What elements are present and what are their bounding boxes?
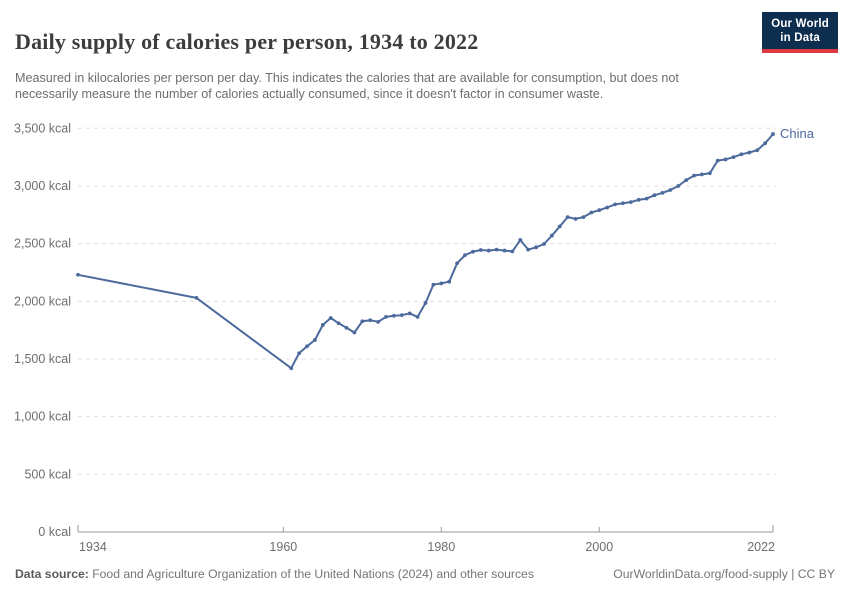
data-point[interactable] bbox=[534, 245, 538, 250]
data-point[interactable] bbox=[644, 196, 649, 201]
data-point[interactable] bbox=[581, 215, 586, 220]
data-point[interactable] bbox=[526, 247, 531, 252]
data-point[interactable] bbox=[518, 238, 523, 242]
y-axis-tick-label: 0 kcal bbox=[38, 525, 71, 539]
series-label-china[interactable]: China bbox=[780, 126, 815, 141]
x-axis-tick-label: 2022 bbox=[747, 540, 775, 554]
data-point[interactable] bbox=[660, 190, 665, 195]
data-point[interactable] bbox=[305, 344, 309, 349]
data-point[interactable] bbox=[289, 366, 294, 371]
data-point[interactable] bbox=[352, 330, 357, 335]
owid-logo[interactable]: Our World in Data bbox=[762, 12, 838, 53]
data-point[interactable] bbox=[668, 188, 673, 192]
data-point[interactable] bbox=[636, 197, 641, 202]
owid-logo-line1: Our World bbox=[771, 18, 829, 30]
data-point[interactable] bbox=[755, 148, 760, 153]
data-source-label: Data source: bbox=[15, 567, 89, 581]
data-point[interactable] bbox=[502, 248, 507, 253]
data-point[interactable] bbox=[692, 173, 696, 178]
data-point[interactable] bbox=[392, 313, 396, 318]
y-axis-tick-label: 2,500 kcal bbox=[14, 237, 71, 251]
data-point[interactable] bbox=[376, 319, 381, 324]
data-source-text: Food and Agriculture Organization of the… bbox=[88, 567, 534, 581]
data-point[interactable] bbox=[328, 316, 333, 320]
data-point[interactable] bbox=[739, 152, 744, 157]
data-point[interactable] bbox=[494, 247, 499, 252]
x-axis-tick-label: 1934 bbox=[79, 540, 107, 554]
data-point[interactable] bbox=[723, 157, 728, 162]
owid-url-license-link[interactable]: OurWorldinData.org/food-supply | CC BY bbox=[613, 567, 835, 581]
data-point[interactable] bbox=[542, 242, 546, 246]
data-point[interactable] bbox=[76, 272, 80, 277]
chart-subtitle: Measured in kilocalories per person per … bbox=[15, 70, 679, 102]
data-point[interactable] bbox=[715, 158, 720, 163]
data-point[interactable] bbox=[652, 193, 657, 198]
data-point[interactable] bbox=[565, 215, 570, 220]
data-point[interactable] bbox=[368, 318, 373, 323]
data-point[interactable] bbox=[313, 338, 317, 342]
data-point[interactable] bbox=[336, 321, 341, 326]
data-point[interactable] bbox=[423, 301, 428, 305]
data-point[interactable] bbox=[194, 295, 199, 300]
data-point[interactable] bbox=[557, 224, 562, 229]
x-axis-tick-label: 1960 bbox=[269, 540, 297, 554]
data-point[interactable] bbox=[431, 282, 436, 287]
owid-logo-line2: in Data bbox=[780, 31, 820, 44]
data-point[interactable] bbox=[605, 205, 610, 210]
data-point[interactable] bbox=[684, 178, 689, 183]
data-point[interactable] bbox=[747, 150, 752, 155]
data-point[interactable] bbox=[478, 248, 483, 252]
data-point[interactable] bbox=[447, 279, 452, 284]
data-point[interactable] bbox=[573, 216, 578, 221]
data-point[interactable] bbox=[731, 155, 736, 160]
data-point[interactable] bbox=[589, 210, 594, 215]
data-point[interactable] bbox=[384, 314, 388, 319]
data-point[interactable] bbox=[771, 132, 775, 136]
chart-title: Daily supply of calories per person, 193… bbox=[15, 28, 479, 54]
series-line-china[interactable] bbox=[77, 133, 774, 370]
data-point[interactable] bbox=[486, 248, 491, 253]
data-point[interactable] bbox=[597, 208, 602, 213]
data-point[interactable] bbox=[676, 184, 681, 188]
y-axis-tick-label: 3,000 kcal bbox=[14, 179, 71, 193]
data-point[interactable] bbox=[700, 172, 704, 177]
data-point[interactable] bbox=[707, 171, 712, 176]
data-point[interactable] bbox=[763, 141, 768, 146]
data-point[interactable] bbox=[344, 325, 349, 330]
data-point[interactable] bbox=[621, 201, 625, 206]
data-point[interactable] bbox=[320, 323, 325, 327]
data-point[interactable] bbox=[455, 261, 459, 266]
data-point[interactable] bbox=[549, 233, 554, 238]
chart-footer: Data source: Food and Agriculture Organi… bbox=[15, 567, 835, 581]
data-point[interactable] bbox=[470, 249, 475, 254]
y-axis-tick-label: 3,500 kcal bbox=[14, 121, 71, 135]
data-point[interactable] bbox=[439, 281, 444, 286]
data-point[interactable] bbox=[613, 202, 617, 207]
data-point[interactable] bbox=[407, 311, 412, 316]
data-point[interactable] bbox=[463, 253, 467, 258]
data-point[interactable] bbox=[510, 249, 515, 254]
x-axis-tick-label: 2000 bbox=[585, 540, 613, 554]
data-point[interactable] bbox=[360, 319, 365, 324]
y-axis-tick-label: 500 kcal bbox=[24, 467, 71, 481]
y-axis-tick-label: 1,000 kcal bbox=[14, 410, 71, 424]
y-axis-tick-label: 2,000 kcal bbox=[14, 294, 71, 308]
data-point[interactable] bbox=[399, 313, 404, 318]
data-point[interactable] bbox=[628, 200, 633, 205]
x-axis-tick-label: 1980 bbox=[427, 540, 455, 554]
data-point[interactable] bbox=[297, 351, 302, 356]
data-point[interactable] bbox=[415, 314, 420, 319]
y-axis-tick-label: 1,500 kcal bbox=[14, 352, 71, 366]
data-source-note: Data source: Food and Agriculture Organi… bbox=[15, 567, 534, 581]
